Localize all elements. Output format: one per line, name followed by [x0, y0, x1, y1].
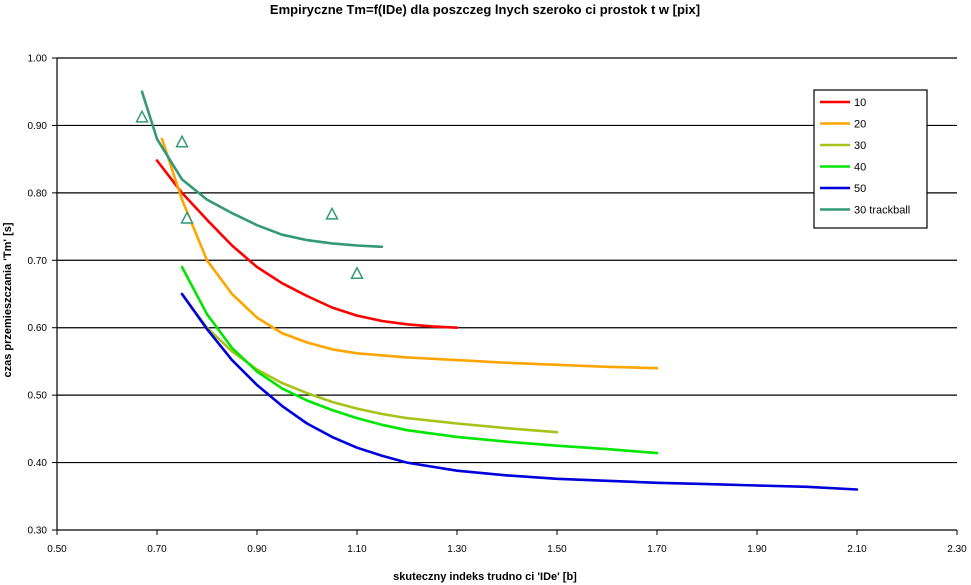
chart-title: Empiryczne Tm=f(IDe) dla poszczeg lnych … [270, 2, 700, 17]
x-tick-label: 2.10 [847, 544, 867, 555]
x-tick-label: 1.50 [547, 544, 567, 555]
y-tick-label: 0.40 [28, 458, 48, 469]
x-axis-title: skuteczny indeks trudno ci 'IDe' [b] [393, 571, 577, 583]
y-tick-labels: 0.30 0.40 0.50 0.60 0.70 0.80 0.90 1.00 [28, 54, 57, 537]
triangle-marker [135, 109, 149, 123]
axes [56, 58, 957, 531]
y-tick-label: 0.70 [28, 256, 48, 267]
legend-label: 10 [854, 97, 866, 109]
y-tick-label: 0.80 [28, 188, 48, 199]
x-tick-label: 1.10 [347, 544, 367, 555]
y-tick-label: 0.90 [28, 121, 48, 132]
x-tick-label: 2.30 [947, 544, 967, 555]
y-tick-label: 0.30 [28, 526, 48, 537]
triangle-marker [325, 206, 339, 220]
triangle-marker [175, 134, 189, 148]
legend-label: 30 trackball [854, 205, 910, 217]
y-tick-label: 0.50 [28, 391, 48, 402]
trackball-markers [135, 109, 364, 280]
plot-area [57, 58, 957, 530]
x-tick-labels: 0.50 0.70 0.90 1.10 1.30 1.50 1.70 1.90 2.10 2.30 [47, 530, 967, 555]
series-line-0 [155, 159, 459, 329]
series-lines [140, 90, 859, 491]
series-line-5 [140, 90, 384, 249]
legend: 10 20 30 40 50 30 trackball [813, 89, 928, 229]
legend-label: 20 [854, 119, 866, 131]
y-axis-title: czas przemieszczania 'Tm' [s] [2, 222, 14, 377]
y-tick-label: 1.00 [28, 54, 48, 65]
x-tick-label: 0.50 [47, 544, 67, 555]
triangle-marker [350, 266, 364, 280]
series-line-1 [160, 137, 659, 370]
series-line-4 [180, 292, 859, 491]
legend-label: 40 [854, 162, 866, 174]
x-tick-label: 1.70 [647, 544, 667, 555]
x-tick-label: 0.90 [247, 544, 267, 555]
series-line-2 [180, 292, 559, 434]
x-tick-label: 1.90 [747, 544, 767, 555]
x-tick-label: 1.30 [447, 544, 467, 555]
series-line-3 [180, 265, 659, 455]
legend-box [813, 89, 928, 229]
legend-label: 50 [854, 183, 866, 195]
y-tick-label: 0.60 [28, 323, 48, 334]
x-tick-label: 0.70 [147, 544, 167, 555]
triangle-marker [180, 210, 194, 224]
legend-label: 30 [854, 140, 866, 152]
